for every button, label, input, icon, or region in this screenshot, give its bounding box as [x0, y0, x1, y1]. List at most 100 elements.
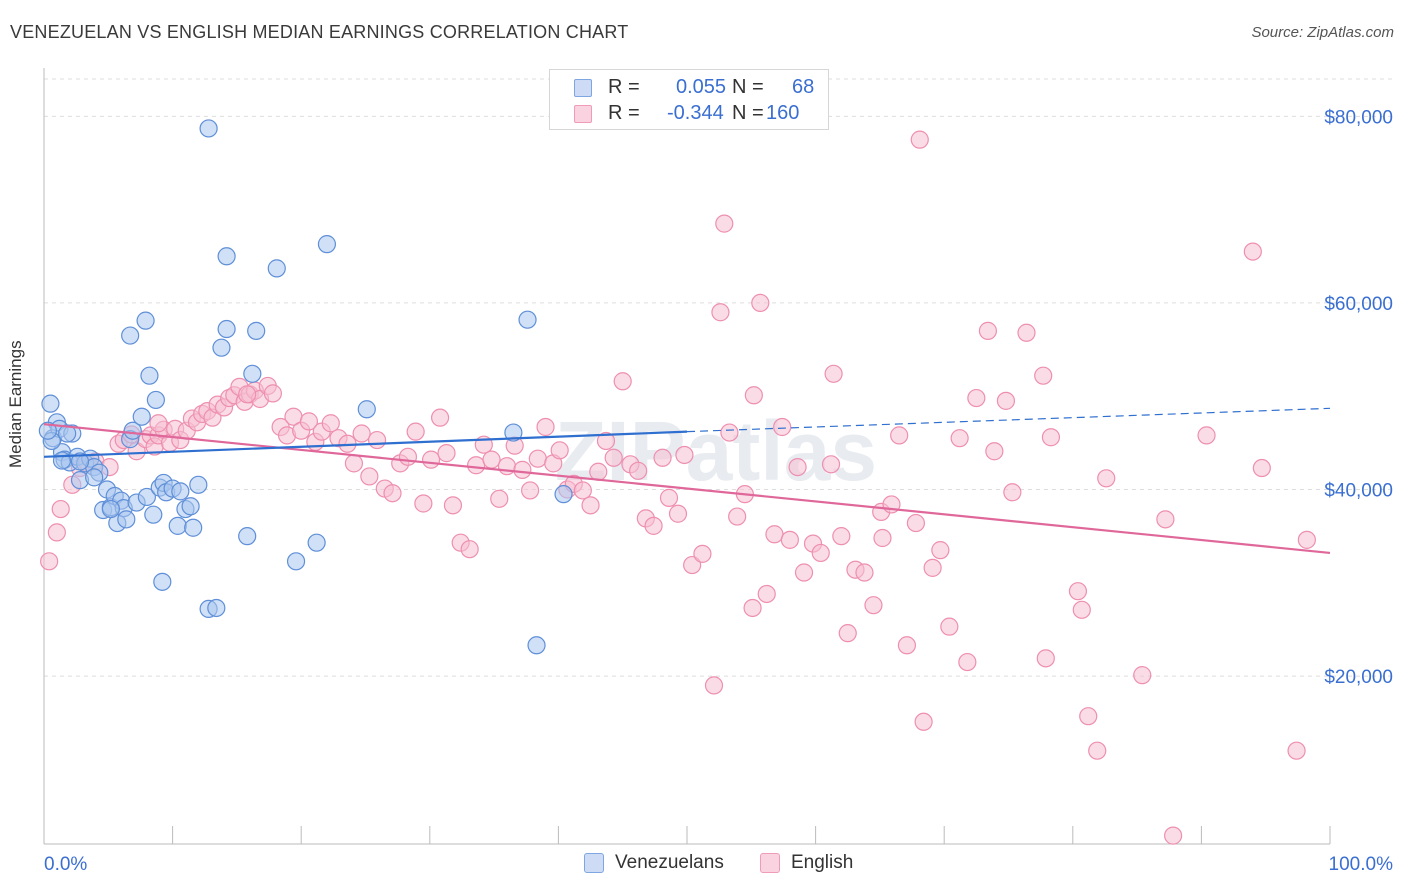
english-point	[321, 414, 340, 433]
english-point	[1156, 510, 1175, 529]
english-point	[1079, 707, 1098, 726]
english-point	[864, 596, 883, 615]
english-point	[51, 499, 70, 519]
english-point	[873, 528, 892, 548]
english-point	[978, 321, 998, 340]
venezuelan-point	[247, 321, 266, 340]
venezuelan-point	[41, 394, 60, 413]
venezuelan-point	[184, 518, 203, 537]
venezuelan-point	[199, 119, 218, 138]
venezuelan-point	[217, 319, 236, 339]
venezuelan-point	[243, 364, 262, 383]
legend-swatch-venezuelans	[584, 853, 604, 873]
english-point	[757, 584, 776, 604]
english-point	[1041, 428, 1061, 447]
english-point	[430, 408, 450, 427]
trend-lines	[43, 407, 1331, 555]
english-point	[728, 507, 747, 526]
venezuelan-trend-line	[43, 430, 688, 458]
english-point	[744, 386, 763, 405]
english-point	[437, 444, 456, 463]
venezuelan-point	[132, 407, 151, 426]
english-point	[780, 530, 799, 549]
venezuelan-point	[140, 366, 159, 385]
english-point	[1297, 530, 1316, 549]
english-point	[821, 455, 841, 474]
english-point	[482, 450, 501, 469]
venezuelan-point	[146, 390, 165, 410]
english-point	[855, 563, 874, 582]
venezuelan-point	[153, 572, 172, 591]
english-point	[794, 563, 814, 582]
english-point	[299, 412, 319, 431]
english-point	[589, 462, 608, 481]
venezuelan-point	[136, 311, 155, 330]
venezuelan-point	[58, 424, 77, 443]
english-point	[40, 552, 59, 571]
english-point	[668, 504, 688, 523]
english-point	[832, 527, 851, 546]
english-point	[629, 461, 648, 480]
english-point	[659, 488, 679, 507]
english-point	[958, 652, 977, 672]
legend-label-english: English	[791, 852, 854, 873]
n-label: N =	[732, 102, 764, 124]
english-point	[528, 449, 547, 468]
r-value: -0.344	[667, 102, 724, 124]
venezuelan-point	[212, 338, 231, 357]
venezuelan-trend-extension	[686, 407, 1331, 433]
english-point	[996, 391, 1016, 410]
english-point	[1287, 741, 1306, 760]
venezuelan-point	[123, 421, 142, 440]
english-point	[967, 388, 986, 408]
watermark: ZIPatlas	[555, 404, 877, 498]
english-point	[715, 214, 734, 233]
chart-title: VENEZUELAN VS ENGLISH MEDIAN EARNINGS CO…	[10, 22, 629, 42]
venezuelan-point	[137, 487, 156, 507]
venezuelan-point	[85, 468, 104, 487]
venezuelan-point	[286, 552, 306, 571]
english-point	[573, 481, 592, 500]
english-point	[604, 448, 623, 467]
english-point	[581, 496, 600, 515]
english-point	[897, 636, 917, 655]
english-point	[443, 496, 463, 515]
english-point	[360, 467, 379, 486]
y-tick-label: $20,000	[1324, 667, 1393, 688]
venezuelan-point	[101, 499, 120, 519]
english-point	[923, 558, 942, 577]
venezuelan-point	[217, 247, 236, 266]
english-point	[950, 429, 969, 448]
english-point	[1036, 649, 1055, 668]
english-point	[1197, 426, 1216, 445]
english-point	[513, 460, 532, 479]
venezuelan-point	[70, 452, 90, 471]
english-point	[414, 494, 433, 513]
english-point	[940, 617, 959, 636]
english-point	[490, 489, 509, 508]
english-point	[704, 676, 724, 695]
english-point	[914, 712, 933, 731]
english-point	[693, 544, 712, 563]
english-point	[931, 541, 950, 560]
venezuelan-point	[307, 533, 326, 552]
y-tick-labels: $20,000 $40,000 $60,000 $80,000	[1324, 107, 1393, 688]
english-point	[811, 543, 830, 563]
english-point	[711, 303, 730, 322]
english-point	[521, 481, 540, 500]
english-point	[406, 422, 425, 441]
english-point	[149, 414, 168, 433]
stats-swatch-english	[574, 105, 592, 123]
english-point	[238, 385, 257, 404]
english-point	[263, 384, 283, 403]
english-point	[613, 372, 632, 391]
english-point	[683, 555, 702, 575]
venezuelan-point	[527, 636, 546, 655]
english-point	[421, 450, 441, 469]
venezuelan-point	[181, 497, 200, 516]
english-point	[1088, 741, 1107, 760]
english-point	[906, 513, 926, 533]
english-trend-line	[43, 423, 1331, 555]
english-point	[536, 417, 555, 437]
